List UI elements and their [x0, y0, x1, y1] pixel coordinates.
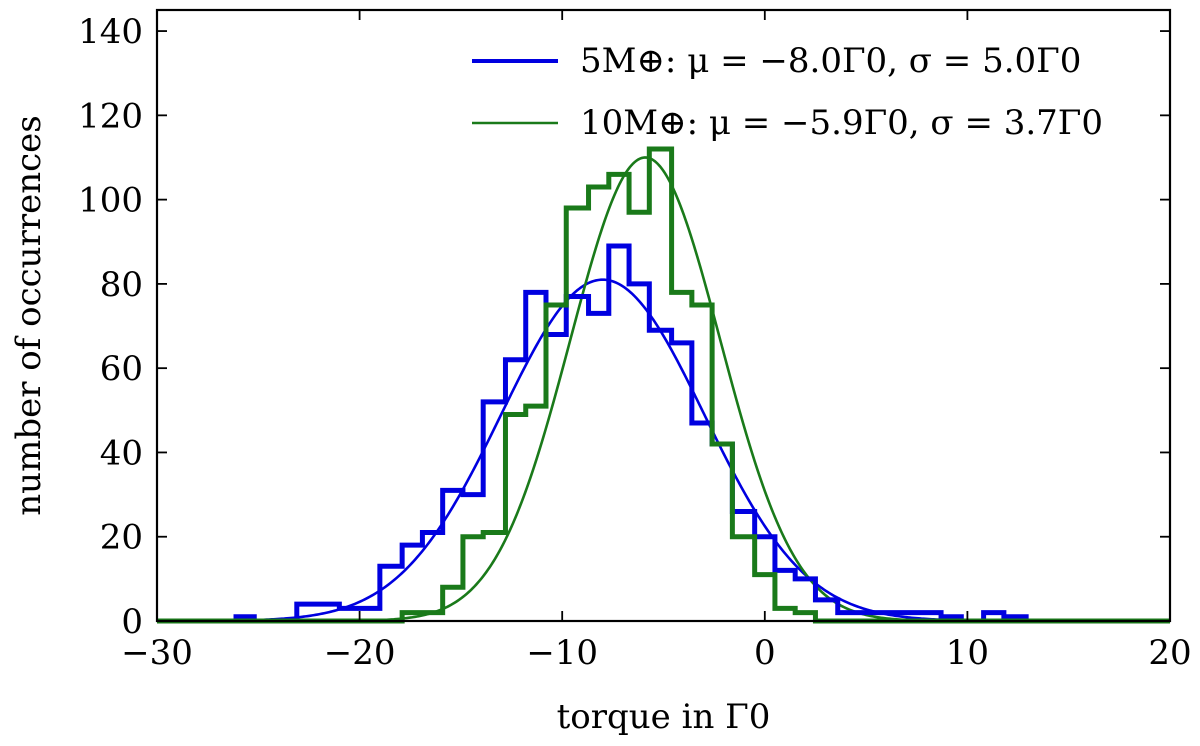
histogram-10m: [157, 146, 1170, 624]
plot-area: [157, 10, 1170, 621]
legend: 5M⊕: μ = −8.0Γ0, σ = 5.0Γ0 10M⊕: μ = −5.9…: [472, 41, 1103, 143]
x-axis-title: torque in Γ0: [557, 697, 771, 737]
x-tick-label: 20: [1148, 633, 1191, 673]
x-tick-label: 10: [946, 633, 989, 673]
legend-entry-5m: 5M⊕: μ = −8.0Γ0, σ = 5.0Γ0: [580, 41, 1081, 81]
y-tick-label: 100: [78, 181, 143, 221]
plot-frame: [157, 10, 1170, 621]
y-axis-ticks: 0 20 40 60 80 100 120 140: [78, 12, 1170, 642]
histogram-steps: [157, 146, 1170, 624]
x-tick-label: 0: [754, 633, 776, 673]
x-tick-label: −20: [324, 633, 396, 673]
histogram-5m: [157, 243, 1170, 624]
y-tick-label: 120: [78, 96, 143, 136]
y-tick-label: 0: [121, 602, 143, 642]
y-tick-label: 20: [100, 518, 143, 558]
x-tick-label: −30: [121, 633, 193, 673]
x-axis-ticks: −30 −20 −10 0 10 20: [121, 10, 1192, 673]
y-tick-label: 80: [100, 265, 143, 305]
y-tick-label: 40: [100, 433, 143, 473]
y-axis-title: number of occurrences: [9, 115, 49, 515]
y-tick-label: 60: [100, 349, 143, 389]
x-axis-title-main: torque in Γ0: [557, 697, 771, 737]
y-tick-label: 140: [78, 12, 143, 52]
legend-entry-10m: 10M⊕: μ = −5.9Γ0, σ = 3.7Γ0: [580, 103, 1103, 143]
axes-frame: [155, 8, 1172, 623]
x-tick-label: −10: [526, 633, 598, 673]
axes-border: [155, 8, 1172, 623]
